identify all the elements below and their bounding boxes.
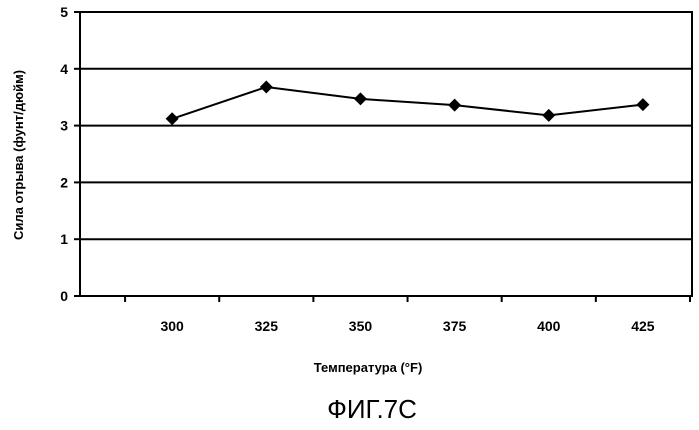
data-point-marker [448,99,461,112]
figure-caption: ФИГ.7С [327,394,417,424]
x-tick-label: 375 [443,318,467,334]
y-tick-label: 5 [60,4,68,20]
data-point-marker [166,112,179,125]
gridlines [74,12,692,296]
x-tick-label: 350 [349,318,373,334]
data-point-marker [260,80,273,93]
x-tick-label: 325 [255,318,279,334]
series-line [172,87,643,119]
x-tick-label: 425 [631,318,655,334]
y-axis-tick-labels: 0 1 2 3 4 5 [60,4,68,304]
y-tick-label: 2 [60,174,68,190]
y-tick-label: 0 [60,288,68,304]
x-axis-title: Температура (°F) [314,360,423,375]
x-tick-label: 300 [160,318,184,334]
x-tick-label: 400 [537,318,561,334]
data-point-marker [354,92,367,105]
plot-area-frame [80,12,692,296]
data-point-marker [636,98,649,111]
y-axis-title: Сила отрыва (фунт/дюйм) [11,70,26,240]
y-tick-label: 3 [60,118,68,134]
data-point-marker [542,109,555,122]
data-series [166,80,650,125]
x-axis-tick-labels: 300 325 350 375 400 425 [160,318,654,334]
y-tick-label: 1 [60,231,68,247]
y-tick-label: 4 [60,61,68,77]
